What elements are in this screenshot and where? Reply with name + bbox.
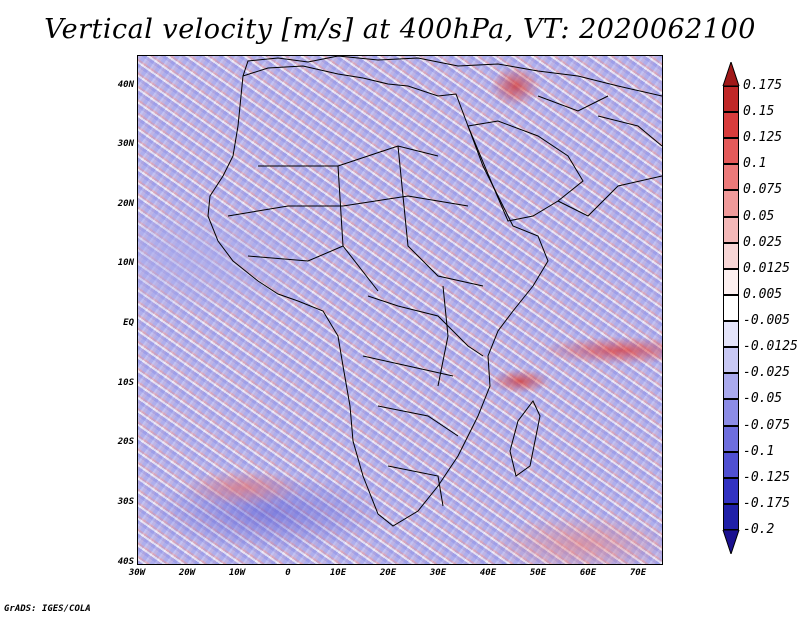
lon-label-0: 0 (285, 568, 291, 578)
colorbar-label: 0.025 (743, 234, 783, 250)
lon-label-60e: 60E (579, 568, 597, 578)
colorbar-label: 0.15 (743, 104, 775, 120)
colorbar-segment (723, 399, 739, 426)
colorbar-label: -0.175 (743, 495, 790, 511)
colorbar-label: -0.2 (743, 522, 775, 537)
lon-label-30w: 30W (128, 568, 146, 578)
colorbar-segment (723, 216, 739, 243)
colorbar-label: -0.005 (743, 313, 790, 329)
colorbar-label: -0.025 (743, 365, 790, 381)
colorbar-segment (723, 112, 739, 139)
lon-label-20e: 20E (379, 568, 397, 578)
lat-label-10n: 10N (117, 258, 134, 268)
colorbar-segment (723, 477, 739, 504)
colorbar-label: 0.075 (743, 182, 783, 198)
colorbar-label: 0.05 (743, 208, 775, 224)
credit-text: GrADS: IGES/COLA (4, 604, 91, 614)
lon-label-20w: 20W (178, 568, 196, 578)
colorbar-label: -0.075 (743, 417, 790, 433)
lat-label-30n: 30N (117, 139, 134, 149)
colorbar-label: -0.05 (743, 391, 783, 407)
colorbar-top-arrow (722, 62, 740, 86)
colorbar-label: 0.0125 (743, 260, 790, 276)
lat-label-30s: 30S (117, 497, 134, 507)
colorbar-segment (723, 294, 739, 322)
colorbar-segment (723, 347, 739, 374)
lat-label-eq: EQ (123, 318, 134, 328)
colorbar-label: 0.1 (743, 156, 767, 172)
lon-label-10w: 10W (228, 568, 246, 578)
colorbar-segment (723, 425, 739, 452)
colorbar-segment (723, 138, 739, 165)
colorbar-segment (723, 268, 739, 295)
colorbar-segment (723, 164, 739, 191)
colorbar-segment (723, 190, 739, 217)
lon-label-40e: 40E (479, 568, 497, 578)
lat-label-40n: 40N (117, 80, 134, 90)
lon-label-70e: 70E (629, 568, 647, 578)
colorbar-segment (723, 321, 739, 348)
colorbar-segment (723, 451, 739, 478)
colorbar-segment (723, 503, 739, 530)
lon-label-50e: 50E (529, 568, 547, 578)
lat-label-20s: 20S (117, 437, 134, 447)
lat-label-20n: 20N (117, 199, 134, 209)
lat-label-40s: 40S (117, 557, 134, 567)
colorbar-segment (723, 242, 739, 269)
lat-label-10s: 10S (117, 378, 134, 388)
coastline-overlay (207, 56, 662, 527)
colorbar-segment (723, 373, 739, 400)
colorbar-label: 0.125 (743, 130, 783, 146)
colorbar-bottom-arrow (722, 530, 740, 554)
lon-label-30e: 30E (429, 568, 447, 578)
colorbar-label: -0.0125 (743, 339, 798, 355)
colorbar-label: 0.175 (743, 78, 783, 93)
lon-label-10e: 10E (329, 568, 347, 578)
plot-title: Vertical velocity [m/s] at 400hPa, VT: 2… (44, 14, 756, 45)
colorbar-label: 0.005 (743, 286, 783, 302)
colorbar-segment (723, 86, 739, 113)
colorbar-label: -0.1 (743, 443, 775, 459)
map-panel (137, 55, 663, 565)
colorbar-label: -0.125 (743, 469, 790, 485)
